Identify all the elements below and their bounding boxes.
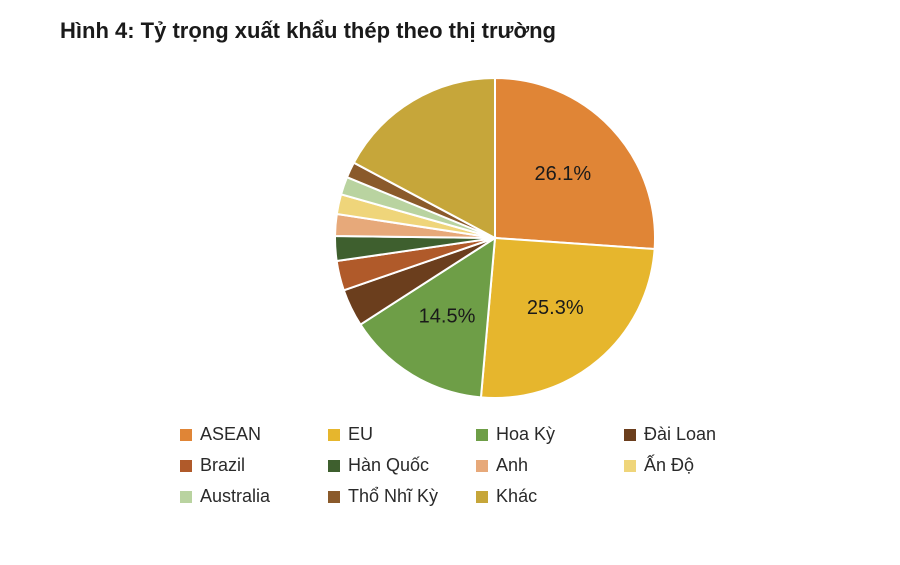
legend-swatch: [624, 460, 636, 472]
legend-label: Hoa Kỳ: [496, 424, 555, 445]
legend-item: EU: [328, 424, 438, 445]
legend-label: ASEAN: [200, 424, 261, 445]
legend-swatch: [624, 429, 636, 441]
legend-swatch: [180, 429, 192, 441]
legend-item: Khác: [476, 486, 586, 507]
legend-swatch: [328, 429, 340, 441]
legend-label: Australia: [200, 486, 270, 507]
legend-item: Anh: [476, 455, 586, 476]
legend-label: EU: [348, 424, 373, 445]
legend-item: Australia: [180, 486, 290, 507]
legend-item: ASEAN: [180, 424, 290, 445]
legend-label: Ấn Độ: [644, 455, 694, 476]
legend-item: Thổ Nhĩ Kỳ: [328, 486, 438, 507]
slice-label: 26.1%: [534, 163, 591, 185]
legend-label: Brazil: [200, 455, 245, 476]
legend-label: Thổ Nhĩ Kỳ: [348, 486, 438, 507]
legend: ASEAN EU Hoa Kỳ Đài Loan Brazil Hàn Quốc Anh Ấn…: [60, 418, 860, 507]
legend-swatch: [328, 491, 340, 503]
legend-item: Hàn Quốc: [328, 455, 438, 476]
legend-swatch: [180, 460, 192, 472]
legend-swatch: [476, 429, 488, 441]
legend-swatch: [180, 491, 192, 503]
legend-swatch: [476, 460, 488, 472]
legend-item: Brazil: [180, 455, 290, 476]
slice-label: 14.5%: [419, 306, 476, 328]
legend-label: Khác: [496, 486, 537, 507]
legend-label: Hàn Quốc: [348, 455, 429, 476]
pie-chart-wrap: 26.1% 25.3% 14.5%: [60, 58, 860, 418]
legend-label: Đài Loan: [644, 424, 716, 445]
legend-label: Anh: [496, 455, 528, 476]
slice-label: 25.3%: [527, 297, 584, 319]
legend-swatch: [476, 491, 488, 503]
pie-chart: 26.1% 25.3% 14.5%: [160, 58, 760, 418]
figure-container: Hình 4: Tỷ trọng xuất khẩu thép theo thị…: [0, 0, 900, 565]
legend-item: Hoa Kỳ: [476, 424, 586, 445]
legend-item: Đài Loan: [624, 424, 734, 445]
legend-swatch: [328, 460, 340, 472]
chart-title: Hình 4: Tỷ trọng xuất khẩu thép theo thị…: [60, 18, 860, 44]
legend-item: Ấn Độ: [624, 455, 734, 476]
